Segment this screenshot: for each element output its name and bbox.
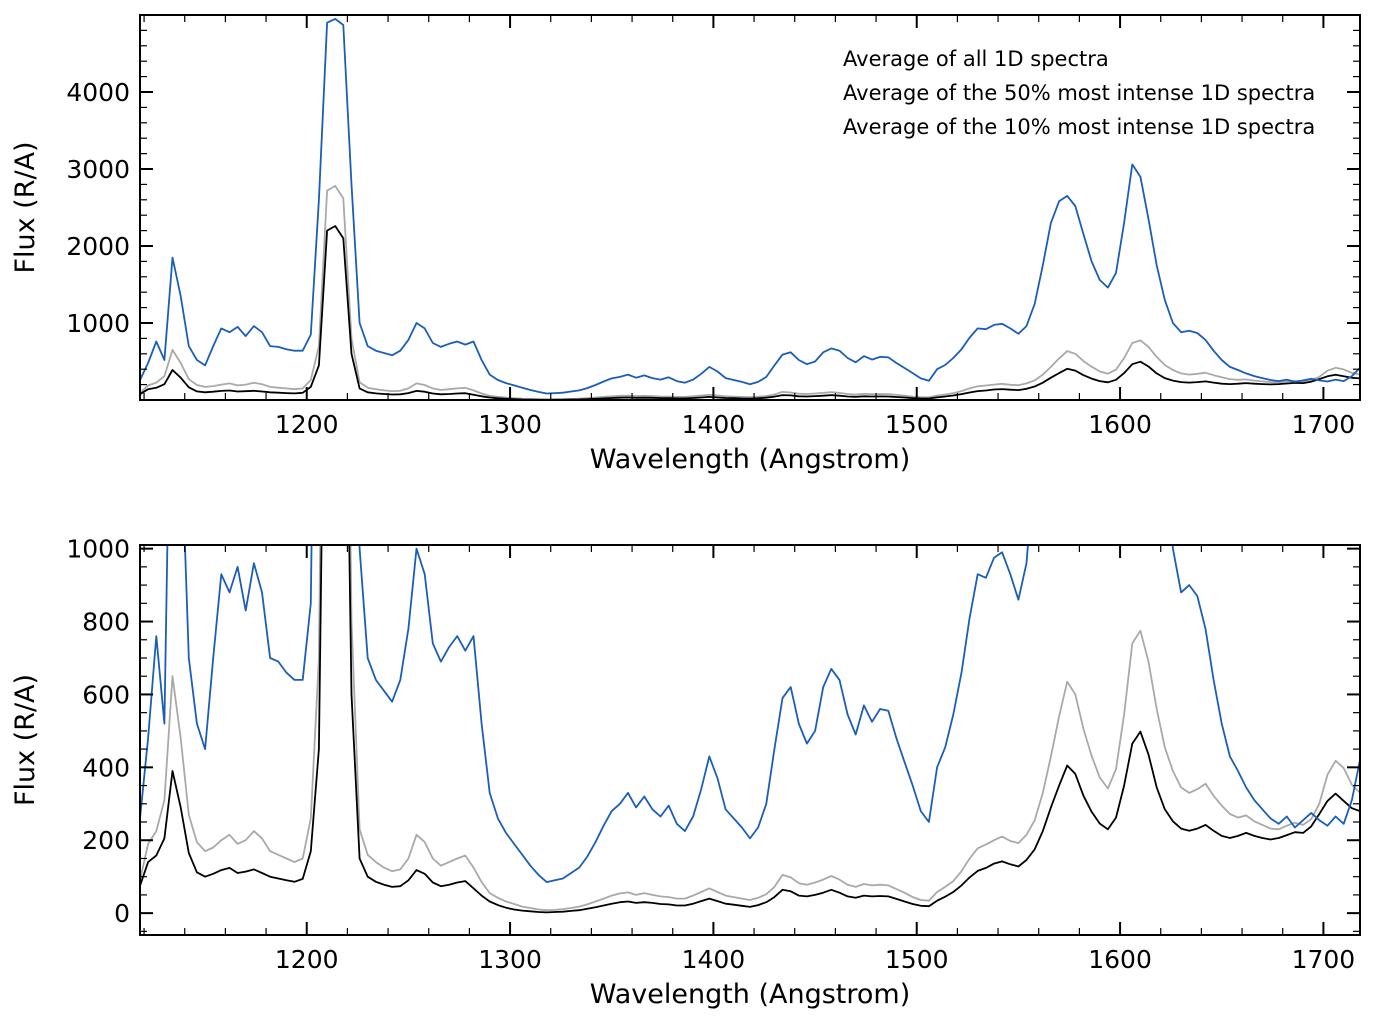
x-tick-label: 1400 [682, 410, 746, 439]
x-tick-label: 1400 [682, 945, 746, 974]
axis-minor-ticks-bottom [140, 545, 1360, 935]
y-tick-label: 2000 [66, 232, 130, 261]
plot-frame-top [139, 14, 1361, 401]
y-tick-label: 4000 [66, 78, 130, 107]
legend: Average of all 1D spectra Average of the … [843, 47, 1315, 139]
series-line-10pct [140, 17, 1360, 395]
y-axis-label-top: Flux (R/A) [10, 141, 41, 273]
plot-frame-bottom [139, 544, 1361, 936]
x-tick-label: 1600 [1088, 945, 1152, 974]
y-tick-label: 200 [82, 826, 130, 855]
x-axis-label-top: Wavelength (Angstrom) [590, 444, 911, 475]
series-line-10pct [140, 545, 1360, 883]
x-tick-label: 1700 [1292, 945, 1356, 974]
series-line-all [140, 225, 1360, 400]
y-tick-label: 0 [114, 899, 130, 928]
legend-entry-50pct: Average of the 50% most intense 1D spect… [843, 81, 1315, 105]
y-tick-label: 1000 [66, 535, 130, 564]
y-tick-label: 1000 [66, 309, 130, 338]
x-tick-label: 1200 [275, 945, 339, 974]
y-tick-label: 3000 [66, 155, 130, 184]
x-tick-label: 1300 [478, 945, 542, 974]
axis-ticks-top [140, 14, 1360, 401]
axis-text-bottom: 1200 1300 1400 1500 1600 1700 0 200 400 600 800 100… [10, 535, 1355, 1010]
y-tick-label: 600 [82, 680, 130, 709]
x-tick-label: 1500 [885, 410, 949, 439]
y-tick-label: 800 [82, 608, 130, 637]
legend-entry-all: Average of all 1D spectra [843, 47, 1109, 71]
y-axis-label-bottom: Flux (R/A) [10, 674, 41, 806]
x-tick-label: 1700 [1292, 410, 1356, 439]
series-line-50pct [140, 184, 1360, 400]
legend-entry-10pct: Average of the 10% most intense 1D spect… [843, 115, 1315, 139]
series-line-50pct [140, 545, 1360, 912]
axis-text-top: 1200 1300 1400 1500 1600 1700 1000 2000 3000 4000… [10, 78, 1355, 475]
x-axis-label-bottom: Wavelength (Angstrom) [590, 979, 911, 1010]
x-tick-label: 1500 [885, 945, 949, 974]
series-line-all [140, 545, 1360, 914]
x-tick-label: 1200 [275, 410, 339, 439]
panel-bottom-series [140, 545, 1360, 914]
axis-minor-ticks-top [140, 15, 1360, 400]
x-tick-label: 1300 [478, 410, 542, 439]
panel-top-series [140, 17, 1360, 400]
y-tick-label: 400 [82, 753, 130, 782]
x-tick-label: 1600 [1088, 410, 1152, 439]
axis-ticks-bottom [140, 545, 1360, 935]
